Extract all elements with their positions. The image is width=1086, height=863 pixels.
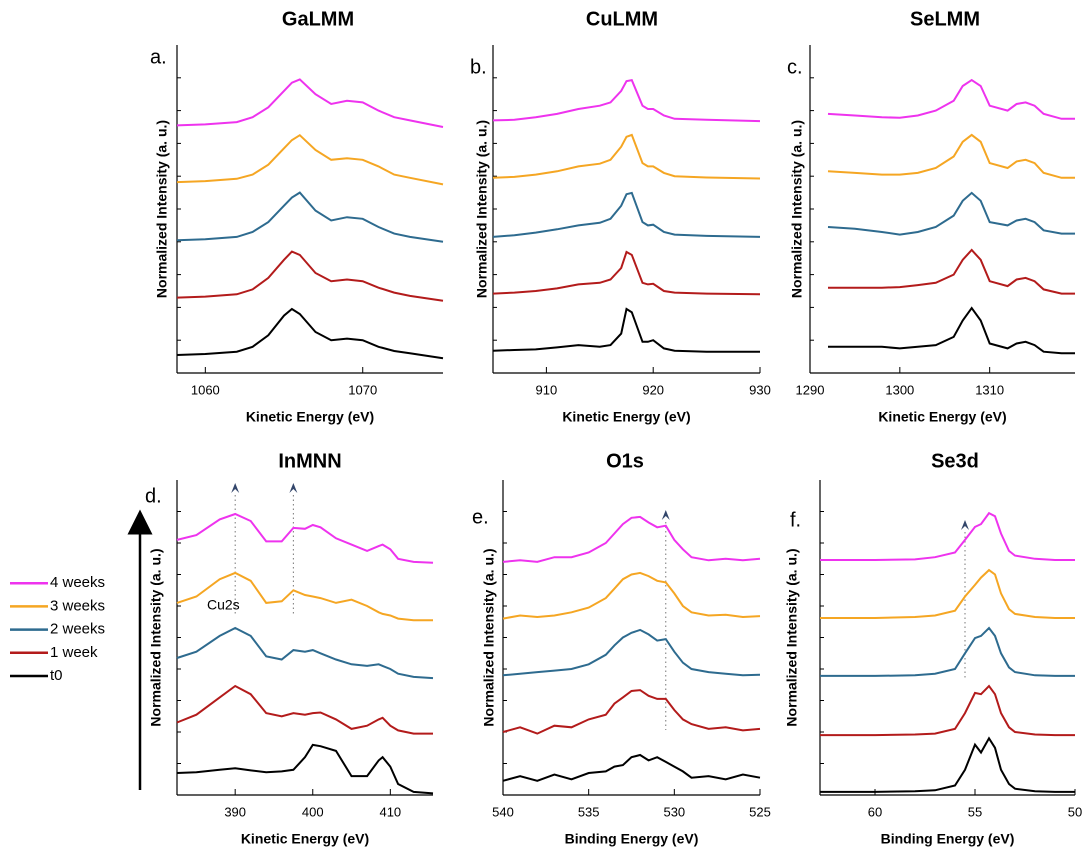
panel-title: Se3d xyxy=(931,450,979,472)
marker-arrow xyxy=(961,520,969,530)
spectrum-line xyxy=(176,512,434,564)
y-axis-label: Normalized Intensity (a. u.) xyxy=(784,548,800,726)
spectrum-line: 3 weeks xyxy=(502,571,761,620)
x-axis-label: Binding Energy (eV) xyxy=(881,831,1015,847)
x-tick-label: 920 xyxy=(642,382,664,397)
x-tick-label: 410 xyxy=(379,804,401,819)
spectrum-line: 2 weeks xyxy=(820,626,1075,677)
spectrum-line: 1 week xyxy=(820,684,1075,737)
spectrum-line: t0 xyxy=(176,307,444,360)
x-tick-label: 1310 xyxy=(975,382,1004,397)
panel-label: e. xyxy=(472,506,489,528)
x-tick-label: 1070 xyxy=(348,382,377,397)
x-tick-label: 50 xyxy=(1068,804,1082,819)
spectrum-line xyxy=(176,684,433,735)
x-tick-label: 55 xyxy=(968,804,982,819)
x-tick-label: 930 xyxy=(749,382,771,397)
panel-title: GaLMM xyxy=(282,8,354,30)
x-tick-label: 1060 xyxy=(191,382,220,397)
x-tick-label: 390 xyxy=(224,804,246,819)
spectrum-line: 1 week xyxy=(492,250,761,296)
x-axis-label: Kinetic Energy (eV) xyxy=(878,409,1006,425)
spectrum-line xyxy=(176,571,433,622)
panel-label: d. xyxy=(145,485,162,507)
panel-label: a. xyxy=(150,46,167,68)
x-tick-label: 910 xyxy=(536,382,558,397)
spectrum-line: t0 xyxy=(492,307,760,353)
marker-arrow xyxy=(231,483,240,493)
spectrum-line: 3 weeks xyxy=(827,133,1075,179)
spectrum-line: t0 xyxy=(502,753,761,782)
legend-label: t0 xyxy=(50,667,63,684)
spectrum-line: 2 weeks xyxy=(827,191,1075,236)
spectrum-line xyxy=(176,626,434,680)
legend-label: 4 weeks xyxy=(50,574,105,591)
x-tick-label: 525 xyxy=(749,804,771,819)
x-axis-label: Kinetic Energy (eV) xyxy=(246,409,374,425)
x-tick-label: 60 xyxy=(868,804,882,819)
spectrum-line: 2 weeks xyxy=(502,628,761,677)
spectrum-line: t0 xyxy=(828,306,1075,355)
spectrum-line: 1 week xyxy=(176,250,444,302)
x-axis-label: Kinetic Energy (eV) xyxy=(562,409,690,425)
annotation: Cu2s xyxy=(207,597,240,613)
x-axis-label: Binding Energy (eV) xyxy=(565,831,699,847)
legend-label: 2 weeks xyxy=(50,621,105,638)
y-axis-label: Normalized Intensity (a. u.) xyxy=(154,120,170,298)
spectrum-line: 3 weeks xyxy=(176,133,444,186)
spectrum-line: 4 weeks xyxy=(502,515,761,563)
x-tick-label: 400 xyxy=(302,804,324,819)
spectrum-line: 2 weeks xyxy=(492,191,761,238)
panel-label: b. xyxy=(470,56,487,78)
spectrum-line: 1 week xyxy=(828,248,1075,295)
y-axis-label: Normalized Intensity (a. u.) xyxy=(148,548,164,726)
spectrum-line: 2 weeks xyxy=(176,191,444,243)
y-axis-label: Normalized Intensity (a. u.) xyxy=(789,120,805,298)
panel-title: SeLMM xyxy=(910,8,980,30)
spectrum-line: 1 week xyxy=(502,689,761,735)
spectrum-line: 4 weeks xyxy=(492,78,761,123)
x-tick-label: 540 xyxy=(492,804,514,819)
x-tick-label: 530 xyxy=(663,804,685,819)
panel-label: c. xyxy=(787,56,803,78)
x-axis-label: Kinetic Energy (eV) xyxy=(241,831,369,847)
x-tick-label: 1290 xyxy=(796,382,825,397)
panel-title: O1s xyxy=(606,450,644,472)
x-tick-label: 535 xyxy=(578,804,600,819)
panel-title: CuLMM xyxy=(586,8,658,30)
legend-label: 3 weeks xyxy=(50,597,105,614)
marker-arrow xyxy=(289,483,298,493)
spectrum-line: 4 weeks xyxy=(827,78,1075,120)
panel-title: InMNN xyxy=(278,450,341,472)
y-axis-label: Normalized Intensity (a. u.) xyxy=(481,548,497,726)
spectrum-line: 4 weeks xyxy=(820,511,1075,561)
spectrum-line: 3 weeks xyxy=(820,568,1075,619)
x-tick-label: 1300 xyxy=(885,382,914,397)
spectrum-line xyxy=(176,743,434,795)
spectrum-line: 3 weeks xyxy=(492,133,761,180)
y-axis-label: Normalized Intensity (a. u.) xyxy=(474,120,490,298)
panel-label: f. xyxy=(790,509,801,531)
spectrum-line: t0 xyxy=(820,736,1075,793)
legend-label: 1 week xyxy=(50,644,98,661)
spectrum-line: 4 weeks xyxy=(176,78,444,128)
marker-arrow xyxy=(661,510,670,520)
